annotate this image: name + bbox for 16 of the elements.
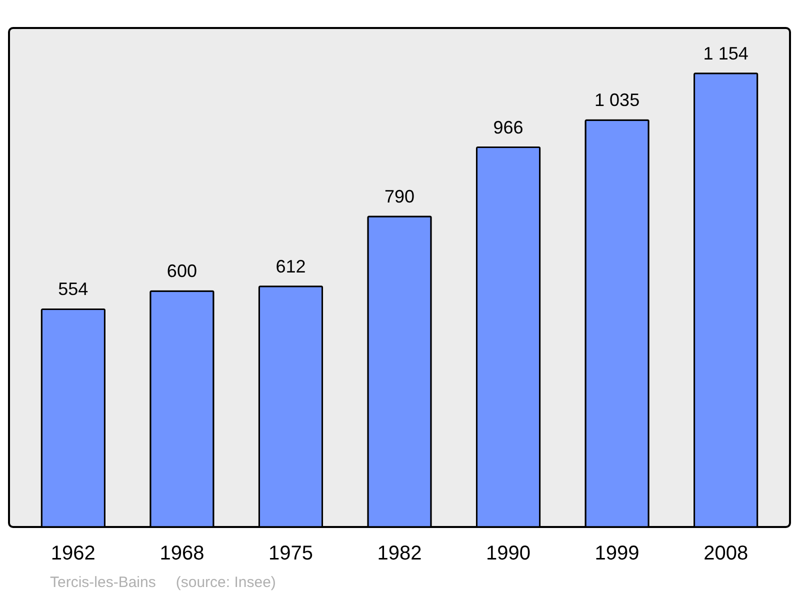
data-label: 966 bbox=[493, 117, 524, 138]
x-tick-label: 1975 bbox=[268, 542, 313, 564]
data-label: 1 035 bbox=[594, 90, 640, 110]
x-tick-label: 1982 bbox=[377, 542, 422, 564]
x-tick-label: 1962 bbox=[50, 542, 96, 564]
x-tick-label: 1968 bbox=[160, 542, 204, 564]
text: (source: Insee) bbox=[176, 574, 276, 591]
x-tick-label: 1990 bbox=[486, 542, 531, 564]
data-label: 1 154 bbox=[703, 43, 748, 64]
data-label: 612 bbox=[276, 256, 306, 276]
x-tick-label: 2008 bbox=[704, 542, 748, 564]
data-label: 790 bbox=[384, 186, 415, 206]
text: Tercis-les-Bains bbox=[50, 574, 156, 591]
data-label: 600 bbox=[166, 261, 197, 282]
data-label: 554 bbox=[58, 279, 88, 300]
x-tick-label: 1999 bbox=[594, 542, 640, 564]
